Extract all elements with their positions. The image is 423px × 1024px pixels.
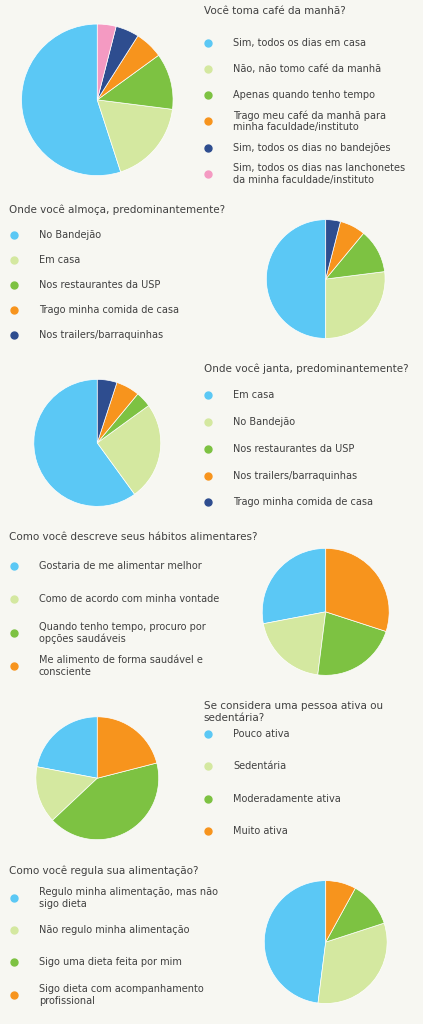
Text: Pouco ativa: Pouco ativa [233, 729, 290, 739]
Wedge shape [326, 220, 341, 280]
Text: Nos trailers/barraquinhas: Nos trailers/barraquinhas [233, 471, 357, 480]
Text: Trago meu café da manhã para
minha faculdade/instituto: Trago meu café da manhã para minha facul… [233, 111, 387, 132]
Wedge shape [326, 233, 385, 280]
Text: Como você descreve seus hábitos alimentares?: Como você descreve seus hábitos alimenta… [9, 532, 258, 543]
Text: Sedentária: Sedentária [233, 761, 286, 771]
Text: Sim, todos os dias em casa: Sim, todos os dias em casa [233, 38, 366, 47]
Wedge shape [326, 271, 385, 339]
Text: Muito ativa: Muito ativa [233, 826, 288, 836]
Text: Sigo uma dieta feita por mim: Sigo uma dieta feita por mim [39, 957, 182, 968]
Text: Em casa: Em casa [233, 390, 275, 400]
Text: Sim, todos os dias no bandejões: Sim, todos os dias no bandejões [233, 142, 391, 153]
Text: Onde você almoça, predominantemente?: Onde você almoça, predominantemente? [9, 205, 225, 215]
Wedge shape [97, 406, 161, 495]
Wedge shape [97, 25, 116, 100]
Wedge shape [326, 881, 355, 942]
Text: Moderadamente ativa: Moderadamente ativa [233, 794, 341, 804]
Text: Nos restaurantes da USP: Nos restaurantes da USP [233, 443, 355, 454]
Wedge shape [326, 221, 363, 280]
Text: Nos restaurantes da USP: Nos restaurantes da USP [39, 280, 160, 290]
Text: Sim, todos os dias nas lanchonetes
da minha faculdade/instituto: Sim, todos os dias nas lanchonetes da mi… [233, 163, 406, 184]
Wedge shape [97, 55, 173, 110]
Wedge shape [52, 763, 159, 840]
Wedge shape [97, 27, 138, 100]
Text: Você toma café da manhã?: Você toma café da manhã? [204, 6, 346, 16]
Text: Regulo minha alimentação, mas não
sigo dieta: Regulo minha alimentação, mas não sigo d… [39, 887, 218, 908]
Wedge shape [97, 717, 157, 778]
Text: Me alimento de forma saudável e
consciente: Me alimento de forma saudável e conscien… [39, 655, 203, 677]
Text: No Bandejão: No Bandejão [233, 417, 296, 427]
Wedge shape [97, 100, 173, 172]
Wedge shape [97, 394, 148, 443]
Wedge shape [318, 612, 386, 675]
Text: Apenas quando tenho tempo: Apenas quando tenho tempo [233, 90, 375, 100]
Wedge shape [326, 888, 384, 942]
Text: Não regulo minha alimentação: Não regulo minha alimentação [39, 925, 190, 935]
Wedge shape [22, 25, 121, 175]
Wedge shape [97, 36, 159, 100]
Wedge shape [97, 383, 138, 443]
Text: Trago minha comida de casa: Trago minha comida de casa [233, 498, 374, 507]
Wedge shape [37, 717, 97, 778]
Text: Em casa: Em casa [39, 255, 80, 264]
Text: Se considera uma pessoa ativa ou sedentária?: Se considera uma pessoa ativa ou sedentá… [204, 701, 383, 723]
Text: Trago minha comida de casa: Trago minha comida de casa [39, 305, 179, 314]
Wedge shape [266, 220, 326, 339]
Wedge shape [318, 923, 387, 1004]
Wedge shape [326, 549, 389, 632]
Wedge shape [264, 612, 326, 675]
Wedge shape [264, 881, 326, 1004]
Text: No Bandejão: No Bandejão [39, 229, 101, 240]
Text: Gostaria de me alimentar melhor: Gostaria de me alimentar melhor [39, 561, 202, 571]
Text: Não, não tomo café da manhã: Não, não tomo café da manhã [233, 63, 382, 74]
Wedge shape [34, 380, 135, 506]
Wedge shape [36, 767, 97, 820]
Wedge shape [97, 380, 117, 443]
Text: Como de acordo com minha vontade: Como de acordo com minha vontade [39, 595, 219, 604]
Text: Quando tenho tempo, procuro por
opções saudáveis: Quando tenho tempo, procuro por opções s… [39, 622, 206, 644]
Text: Como você regula sua alimentação?: Como você regula sua alimentação? [9, 865, 199, 876]
Text: Nos trailers/barraquinhas: Nos trailers/barraquinhas [39, 330, 163, 340]
Wedge shape [262, 549, 326, 624]
Text: Sigo dieta com acompanhamento
profissional: Sigo dieta com acompanhamento profission… [39, 984, 203, 1006]
Text: Onde você janta, predominantemente?: Onde você janta, predominantemente? [204, 364, 408, 374]
